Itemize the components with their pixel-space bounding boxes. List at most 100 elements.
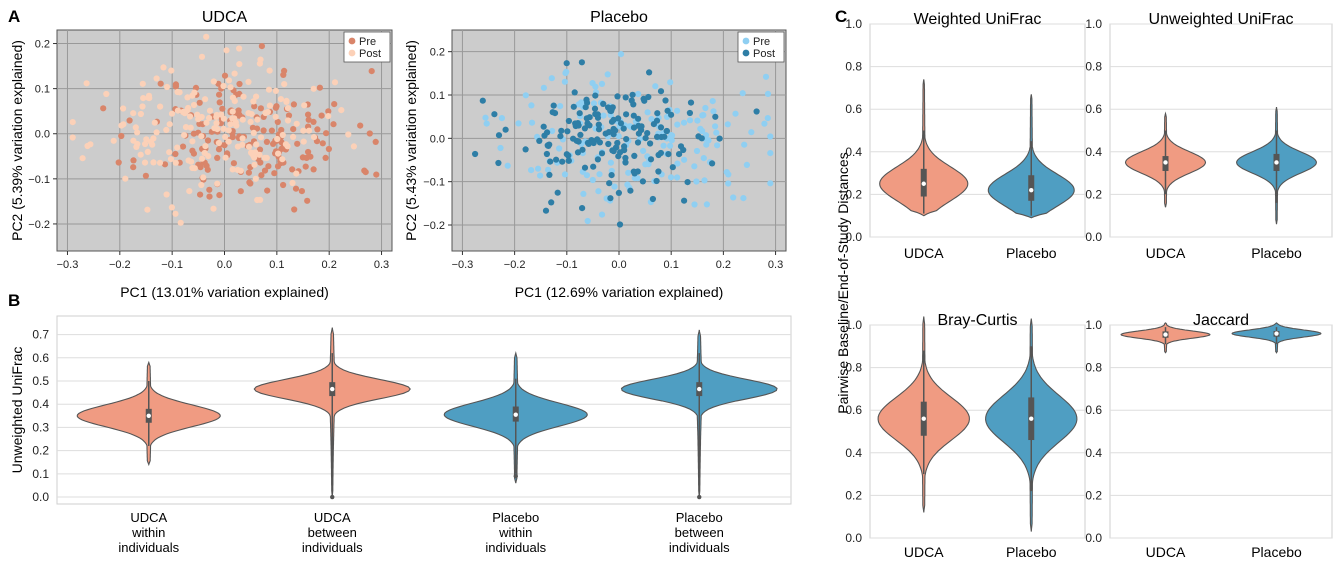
data-point <box>251 161 258 168</box>
data-point <box>634 175 641 182</box>
data-point <box>630 168 637 175</box>
data-point <box>294 140 301 147</box>
data-point <box>201 149 208 157</box>
data-point <box>502 126 509 133</box>
data-point <box>591 105 599 112</box>
data-point <box>366 130 373 137</box>
x-tick-label: −0.2 <box>504 259 526 271</box>
data-point <box>761 120 768 127</box>
data-point <box>630 112 637 119</box>
data-point <box>546 171 553 178</box>
data-point <box>310 166 317 173</box>
data-point <box>214 154 221 161</box>
data-point <box>674 174 681 181</box>
y-tick-label: 0.2 <box>32 444 49 458</box>
data-point <box>762 73 770 80</box>
data-point <box>213 120 220 127</box>
data-point <box>620 125 627 132</box>
data-point <box>602 130 609 137</box>
data-point <box>368 68 375 75</box>
data-point <box>345 131 352 138</box>
category-label: within <box>131 525 165 540</box>
data-point <box>153 75 160 82</box>
data-point <box>657 149 665 157</box>
category-label: UDCA <box>130 510 167 525</box>
data-point <box>292 185 300 192</box>
data-point <box>179 143 187 150</box>
data-point <box>740 195 747 202</box>
data-point <box>126 117 133 124</box>
category-label: Placebo <box>492 510 539 525</box>
data-point <box>257 105 264 112</box>
data-point <box>338 107 345 114</box>
data-point <box>291 206 298 213</box>
violin-median <box>330 386 335 392</box>
data-point <box>198 155 206 162</box>
data-point <box>305 127 313 134</box>
data-point <box>172 159 179 166</box>
data-point <box>612 144 620 151</box>
data-point <box>234 166 241 173</box>
y-tick-label: 0.8 <box>1085 361 1102 375</box>
category-label: individuals <box>485 540 546 555</box>
data-point <box>741 141 748 148</box>
data-point <box>191 165 198 172</box>
data-point <box>553 156 560 163</box>
data-point <box>611 183 618 190</box>
data-point <box>543 150 551 158</box>
data-point <box>314 126 321 133</box>
data-point <box>233 122 240 129</box>
data-point <box>592 83 599 90</box>
data-point <box>139 103 146 110</box>
data-point <box>649 195 657 203</box>
y-tick-label: 0.1 <box>430 90 445 102</box>
data-point <box>709 98 716 105</box>
data-point <box>229 115 236 122</box>
data-point <box>653 177 660 185</box>
data-point <box>156 159 164 166</box>
data-point <box>283 97 290 104</box>
data-point <box>304 197 311 204</box>
data-point <box>240 93 247 100</box>
violin-median <box>146 413 151 419</box>
data-point <box>168 204 175 211</box>
data-point <box>550 102 557 109</box>
data-point <box>137 151 144 158</box>
data-point <box>307 153 314 160</box>
y-tick-label: 0.4 <box>1085 145 1102 159</box>
data-point <box>483 120 490 127</box>
data-point <box>210 205 217 212</box>
data-point <box>605 140 612 148</box>
data-point <box>604 71 611 78</box>
data-point <box>565 117 573 125</box>
data-point <box>270 140 277 147</box>
udca-pcoa-chart: −0.3 −0.2 −0.1 0.0 0.1 0.2 0.3 −0.2 −0.1 0.0 0.1 0.… <box>9 9 393 300</box>
x-tick-label: 0.0 <box>217 259 232 271</box>
category-label: individuals <box>669 540 730 555</box>
data-point <box>103 90 110 98</box>
data-point <box>174 144 181 151</box>
data-point <box>554 189 561 196</box>
panel-letter-b: B <box>8 291 20 310</box>
data-point <box>610 131 617 138</box>
data-point <box>674 121 681 128</box>
data-point <box>565 152 572 159</box>
violin-median <box>921 416 926 421</box>
data-point <box>257 159 264 166</box>
data-point <box>614 93 621 100</box>
y-tick-label: 0.2 <box>1085 187 1102 201</box>
data-point <box>260 127 267 134</box>
data-point <box>213 111 220 119</box>
data-point <box>676 151 683 158</box>
data-point <box>686 117 694 124</box>
data-point <box>657 124 665 131</box>
data-point <box>557 133 564 140</box>
panel-c-ylabel: Pairwise Baseline/End-of-Study Distances <box>835 152 851 413</box>
data-point <box>700 112 707 119</box>
data-point <box>115 159 122 166</box>
data-point <box>472 150 479 158</box>
y-axis-label: PC2 (5.43% variation explained) <box>403 40 419 241</box>
data-point <box>691 201 698 208</box>
data-point <box>139 80 146 87</box>
data-point <box>144 206 151 213</box>
